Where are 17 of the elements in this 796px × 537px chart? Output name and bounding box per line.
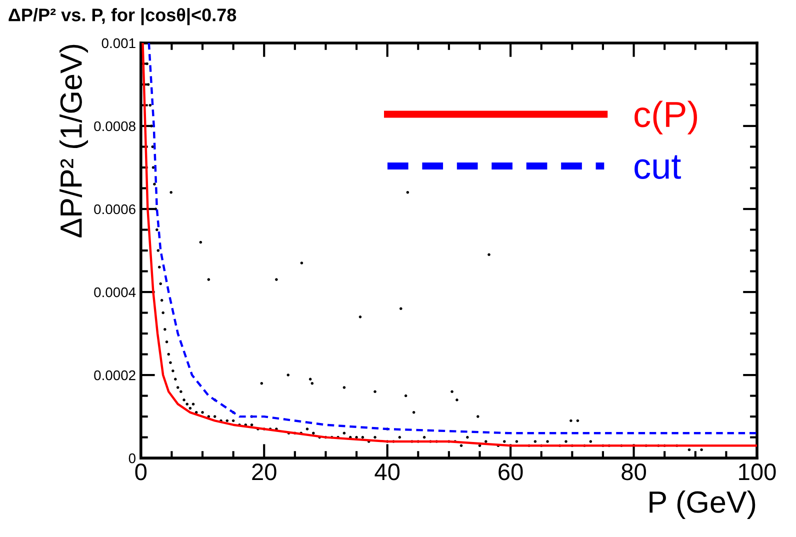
chart-title: ΔP/P² vs. P, for |cosθ|<0.78: [8, 8, 236, 26]
y-tick-label: 0.001: [102, 38, 136, 48]
y-tick-label: 0.0006: [94, 204, 136, 214]
y-tick-label: 0: [128, 453, 136, 464]
y-tick-label: 0.0002: [94, 370, 136, 380]
x-tick-label: 60: [498, 464, 523, 480]
x-tick-label: 20: [252, 464, 276, 480]
x-axis-title: P (GeV): [650, 490, 756, 519]
text: cut: [634, 155, 681, 179]
x-tick-label: 0: [135, 464, 147, 480]
y-axis-title: ΔP/P² (1/GeV): [60, 44, 88, 238]
y-tick-label: 0.0008: [94, 121, 136, 132]
x-tick-label: 100: [739, 464, 776, 480]
y-tick-label: 0.0004: [94, 287, 136, 298]
x-tick-label: 80: [622, 464, 646, 480]
x-tick-label: 40: [374, 464, 400, 480]
text: c(P): [634, 100, 697, 134]
